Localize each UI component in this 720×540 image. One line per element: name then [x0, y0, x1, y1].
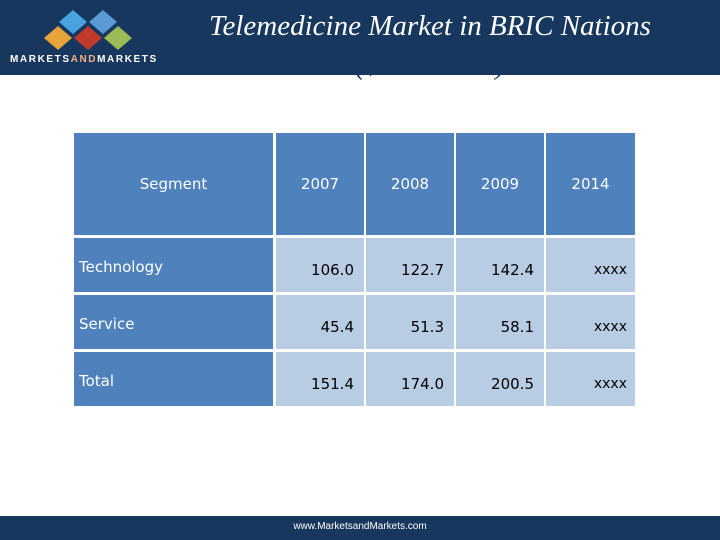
- row-label: Technology: [74, 238, 273, 292]
- footer-bar: www.MarketsandMarkets.com: [0, 516, 720, 540]
- table-cell: 200.5: [456, 352, 544, 406]
- logo-mark-icon: [44, 10, 132, 50]
- header-cell-segment: Segment: [74, 133, 273, 235]
- table-cell: 151.4: [276, 352, 364, 406]
- header-cell-year: 2007: [276, 133, 364, 235]
- table-cell: xxxx: [546, 295, 635, 349]
- table-cell: 142.4: [456, 238, 544, 292]
- title-subline: ($MILLION): [175, 45, 685, 85]
- table-cell: 51.3: [366, 295, 454, 349]
- logo-wordmark: MARKETSANDMARKETS: [10, 54, 158, 65]
- header-cell-year: 2008: [366, 133, 454, 235]
- table-cell: 122.7: [366, 238, 454, 292]
- table-cell: 174.0: [366, 352, 454, 406]
- table-cell: 106.0: [276, 238, 364, 292]
- header-cell-year: 2009: [456, 133, 544, 235]
- page-title: Telemedicine Market in BRIC Nations: [175, 6, 685, 46]
- table-cell: xxxx: [546, 352, 635, 406]
- row-label: Total: [74, 352, 273, 406]
- footer-url: www.MarketsandMarkets.com: [293, 521, 427, 532]
- header-cell-year: 2014: [546, 133, 635, 235]
- table-cell: 45.4: [276, 295, 364, 349]
- company-logo: MARKETSANDMARKETS: [10, 8, 170, 70]
- title-line-main: Telemedicine Market in BRIC Nations: [209, 10, 651, 42]
- header-bar: MARKETSANDMARKETS Telemedicine Market in…: [0, 0, 720, 75]
- table-cell: 58.1: [456, 295, 544, 349]
- row-label: Service: [74, 295, 273, 349]
- table-cell: xxxx: [546, 238, 635, 292]
- title-line-unit: ($MILLION): [355, 49, 505, 81]
